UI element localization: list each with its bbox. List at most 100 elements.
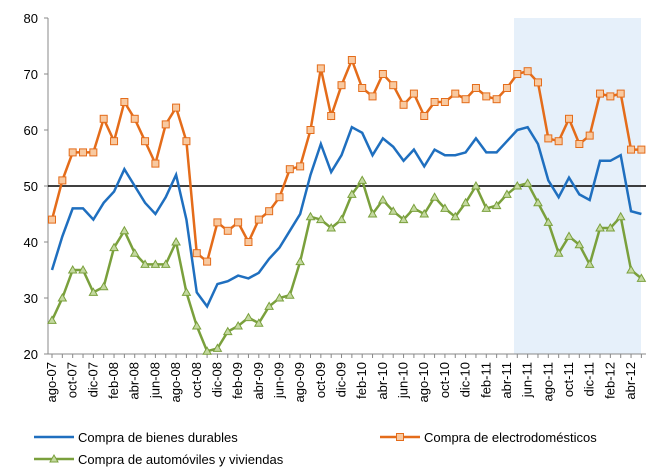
marker — [129, 248, 140, 257]
x-tick-label: abr-12 — [623, 362, 638, 400]
x-tick-label: ago-10 — [416, 362, 431, 402]
marker — [409, 89, 418, 98]
marker — [491, 200, 502, 210]
marker — [429, 192, 440, 201]
marker — [626, 264, 636, 274]
marker — [337, 81, 346, 90]
marker — [285, 165, 294, 174]
marker — [368, 92, 377, 101]
marker — [388, 206, 399, 215]
marker — [522, 178, 533, 187]
marker — [481, 203, 492, 212]
marker — [222, 326, 233, 336]
legend-label: Compra de bienes durables — [78, 430, 238, 445]
marker — [636, 273, 647, 282]
marker — [419, 208, 430, 218]
marker — [265, 207, 274, 216]
marker — [203, 257, 212, 266]
marker — [47, 315, 57, 324]
y-tick-label: 30 — [24, 291, 38, 306]
marker — [450, 211, 461, 221]
marker — [627, 145, 636, 154]
marker — [67, 264, 78, 274]
marker — [110, 137, 119, 146]
x-tick-label: feb-10 — [354, 362, 369, 399]
marker — [254, 215, 263, 224]
marker — [305, 211, 316, 221]
marker — [315, 214, 326, 224]
marker — [234, 218, 243, 227]
marker — [533, 197, 543, 207]
y-tick-label: 70 — [24, 67, 38, 82]
series-line — [50, 56, 642, 264]
marker — [565, 114, 573, 123]
x-tick-label: dic-11 — [582, 362, 597, 396]
marker — [451, 89, 460, 98]
marker — [160, 259, 171, 268]
marker — [213, 218, 222, 227]
marker — [346, 189, 357, 198]
y-tick-label: 60 — [24, 123, 38, 138]
y-tick-label: 20 — [24, 347, 38, 362]
marker — [295, 256, 306, 266]
marker — [243, 312, 254, 322]
marker — [274, 292, 285, 302]
marker — [253, 318, 264, 327]
marker — [151, 159, 160, 168]
marker — [347, 56, 356, 64]
marker — [378, 194, 388, 204]
marker — [89, 148, 98, 157]
marker — [492, 95, 501, 104]
marker — [398, 214, 409, 224]
marker — [378, 70, 387, 78]
marker — [161, 120, 170, 129]
x-tick-label: jun-08 — [147, 362, 162, 399]
series-line — [50, 177, 643, 353]
x-tick-label: abr-08 — [127, 362, 142, 400]
marker — [119, 225, 130, 235]
marker — [79, 148, 88, 157]
marker — [615, 211, 626, 221]
marker — [605, 222, 616, 232]
marker — [595, 222, 605, 232]
marker — [326, 222, 337, 232]
marker — [409, 203, 419, 212]
x-tick-label: abr-10 — [375, 362, 390, 400]
marker — [523, 67, 532, 76]
x-tick-label: oct-10 — [437, 362, 452, 398]
marker — [202, 346, 212, 355]
marker — [440, 203, 450, 212]
marker — [172, 103, 181, 112]
marker — [58, 176, 67, 185]
legend-label: Compra de automóviles y viviendas — [78, 452, 284, 467]
x-tick-label: ago-08 — [168, 362, 183, 402]
marker — [430, 98, 439, 106]
marker — [399, 100, 408, 109]
marker — [244, 238, 253, 246]
marker — [284, 290, 295, 299]
marker — [306, 126, 315, 134]
marker — [48, 215, 56, 224]
x-tick-label: feb-11 — [478, 362, 493, 398]
marker — [109, 242, 119, 252]
x-tick-label: oct-11 — [561, 362, 576, 397]
marker — [471, 180, 481, 190]
x-tick-label: oct-07 — [65, 362, 80, 398]
marker — [264, 301, 275, 310]
legend-marker — [396, 433, 404, 441]
x-tick-label: ago-07 — [44, 362, 59, 402]
marker — [554, 137, 563, 146]
marker — [502, 189, 512, 198]
x-tick-label: dic-07 — [85, 362, 100, 397]
marker — [212, 343, 223, 352]
marker — [585, 131, 594, 140]
marker — [502, 84, 511, 92]
marker — [461, 95, 470, 104]
y-tick-label: 80 — [24, 11, 38, 26]
marker — [57, 292, 68, 302]
marker — [543, 217, 554, 226]
x-tick-label: feb-12 — [602, 362, 617, 399]
marker — [574, 239, 585, 249]
marker — [275, 193, 284, 202]
